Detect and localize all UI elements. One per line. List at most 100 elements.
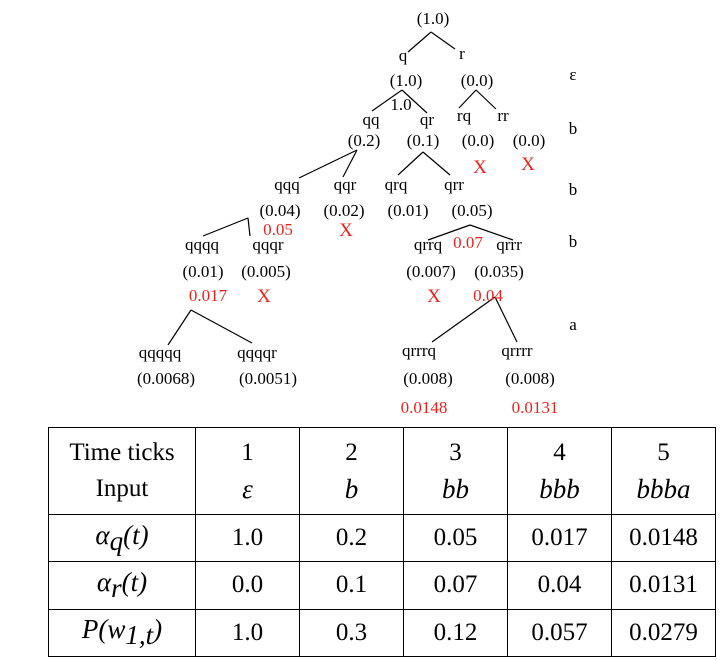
table-row: αq(t) 1.0 0.2 0.05 0.017 0.0148	[48, 513, 716, 563]
input-symbol: a	[569, 315, 577, 334]
tree-node: qqqr	[252, 235, 284, 254]
tree-edge	[202, 217, 249, 237]
tree-node: (0.2)	[348, 131, 381, 150]
tree-node: (0.005)	[241, 262, 291, 281]
tree-node: (0.0)	[462, 131, 495, 150]
tree-node: (0.02)	[323, 201, 364, 220]
tree-edge	[401, 89, 428, 114]
tree-node: (0.008)	[505, 369, 555, 388]
table-cell: 0.3	[299, 608, 404, 658]
table-cell: 1.0	[195, 513, 300, 563]
input-symbol: b	[569, 119, 578, 138]
table-cell: 4 bbb	[507, 427, 612, 515]
tree-edge	[422, 151, 451, 176]
table-cell: 0.017	[507, 513, 612, 563]
tree-node: rq	[457, 106, 472, 125]
row-header: αq(t)	[48, 513, 196, 563]
tree-node: qrrq	[414, 235, 443, 254]
sum-value: 0.017	[189, 286, 228, 305]
tree-edge	[190, 309, 253, 344]
table-cell: 0.0279	[611, 608, 716, 658]
sum-value: 0.05	[263, 220, 293, 239]
sum-value: 0.07	[453, 233, 483, 252]
tree-node: (0.01)	[387, 201, 428, 220]
tree-node: qrr	[444, 175, 464, 194]
tree-node: qrq	[385, 175, 408, 194]
table-cell: 0.0131	[611, 561, 716, 610]
tree-node: (0.0051)	[239, 369, 297, 388]
tree-node: (0.04)	[259, 201, 300, 220]
time-ticks-label: Time ticks	[69, 439, 175, 466]
tree-edge	[475, 89, 497, 110]
tree-node: (0.0)	[461, 71, 494, 90]
tree-edge	[427, 224, 471, 241]
tree-node: (1.0)	[390, 71, 423, 90]
tree-node: r	[459, 44, 465, 63]
trellis-tree-diagram: (1.0) q r (1.0) (0.0) qq qr rq rr (0.2) …	[137, 9, 578, 417]
tree-node: (0.0068)	[137, 369, 195, 388]
input-symbol: b	[569, 232, 578, 251]
tree-edge	[430, 31, 456, 50]
pruned-mark: X	[521, 154, 535, 175]
table-cell: 5 bbba	[611, 427, 716, 515]
tree-edge	[431, 296, 496, 343]
tree-node: (0.01)	[182, 262, 223, 281]
tree-edge	[407, 31, 432, 53]
sum-value: 0.04	[473, 286, 503, 305]
table-cell: 0.1	[299, 561, 404, 610]
table-row: P(w1,t) 1.0 0.3 0.12 0.057 0.0279	[48, 608, 716, 658]
table-cell: 0.12	[403, 608, 508, 658]
table-cell: 0.0148	[611, 513, 716, 563]
tree-node: qqq	[274, 175, 300, 194]
edge-overlay-value: 1.0	[390, 95, 411, 114]
sum-value: 0.0131	[512, 398, 559, 417]
tree-node: rr	[497, 106, 509, 125]
table-cell: 0.0	[195, 561, 300, 610]
tree-edge	[342, 149, 358, 178]
tree-node: (0.008)	[403, 369, 453, 388]
table-cell: 0.07	[403, 561, 508, 610]
tree-edge	[397, 151, 424, 176]
row-header: Time ticks Input	[48, 427, 196, 515]
tree-edge	[167, 309, 192, 346]
tree-node: qqqqr	[237, 343, 277, 362]
tree-node: (0.1)	[407, 131, 440, 150]
table-cell: 0.04	[507, 561, 612, 610]
sum-value: 0.0148	[401, 398, 448, 417]
table-row: αr(t) 0.0 0.1 0.07 0.04 0.0131	[48, 561, 716, 610]
tree-edge	[298, 149, 358, 179]
input-symbol: ε	[569, 65, 576, 84]
table-cell: 1.0	[195, 608, 300, 658]
tree-edge	[371, 89, 403, 112]
table-cell: 0.2	[299, 513, 404, 563]
tree-node: qq	[363, 110, 381, 129]
pruned-mark: X	[339, 220, 353, 241]
tree-edge	[247, 217, 251, 237]
table-cell: 3 bb	[403, 427, 508, 515]
pruned-mark: X	[257, 286, 271, 307]
pruned-mark: X	[427, 286, 441, 307]
tree-node: qqr	[334, 175, 357, 194]
row-header: P(w1,t)	[48, 608, 196, 658]
tree-node: qrrr	[496, 235, 522, 254]
tree-node: (0.0)	[513, 131, 546, 150]
tree-node: (1.0)	[417, 9, 450, 28]
input-label: Input	[95, 475, 149, 502]
tree-node: qr	[420, 110, 435, 129]
table-cell: 0.057	[507, 608, 612, 658]
tree-node: qqqq	[185, 235, 220, 254]
tree-node: (0.035)	[474, 262, 524, 281]
tree-edge	[469, 224, 514, 241]
tree-node: (0.05)	[451, 201, 492, 220]
row-header: αr(t)	[48, 561, 196, 610]
tree-node: q	[399, 46, 408, 65]
tree-node: qrrrq	[402, 341, 436, 360]
input-symbol: b	[569, 180, 578, 199]
tree-node: (0.007)	[406, 262, 456, 281]
table-cell: 0.05	[403, 513, 508, 563]
tree-node: qrrrr	[501, 341, 532, 360]
